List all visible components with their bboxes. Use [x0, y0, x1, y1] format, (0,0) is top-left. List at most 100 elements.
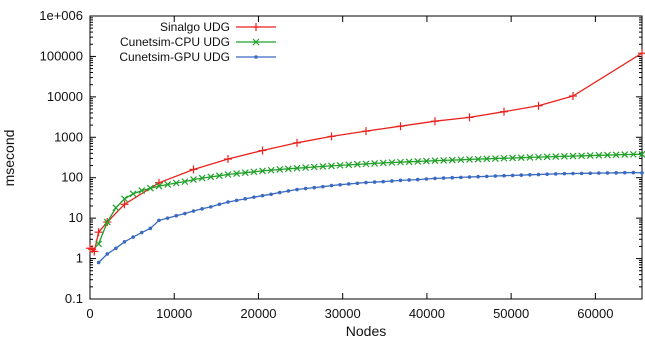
y-tick-label: 1000 — [54, 129, 83, 144]
data-point — [517, 154, 525, 162]
data-point — [491, 155, 499, 162]
data-point — [233, 170, 241, 177]
data-point — [208, 205, 213, 209]
data-point — [260, 193, 265, 198]
data-point — [276, 166, 284, 173]
data-point — [131, 235, 135, 239]
data-point — [509, 154, 517, 162]
data-point — [95, 240, 103, 248]
data-point — [139, 230, 144, 235]
data-point — [450, 175, 455, 180]
y-tick-label: 1 — [76, 251, 83, 266]
plot-frame — [89, 15, 643, 300]
data-point — [286, 189, 291, 193]
data-point — [535, 153, 542, 161]
data-point — [90, 247, 99, 256]
data-point — [569, 152, 577, 160]
data-point — [198, 174, 206, 182]
data-point — [321, 184, 325, 189]
y-tick-label: 10000 — [47, 89, 83, 104]
data-point — [390, 179, 394, 183]
data-point — [459, 175, 463, 180]
data-point — [422, 157, 430, 165]
data-point — [191, 209, 196, 213]
data-point — [441, 176, 446, 180]
data-point — [121, 195, 128, 203]
data-point — [362, 160, 370, 168]
data-point — [519, 173, 524, 177]
y-axis-title: msecond — [1, 130, 17, 187]
series-line — [98, 171, 643, 263]
y-tick-label: 0.1 — [65, 291, 83, 306]
x-tick-label: 50000 — [493, 306, 529, 321]
data-point — [353, 160, 361, 168]
data-point — [146, 184, 154, 192]
data-point — [407, 178, 411, 182]
data-point — [217, 202, 222, 207]
data-point — [631, 170, 636, 175]
data-point — [114, 246, 118, 251]
data-point — [224, 171, 232, 178]
data-point — [105, 252, 110, 256]
data-point — [629, 150, 637, 158]
data-point — [189, 165, 198, 174]
data-point — [277, 190, 282, 195]
y-tick-label: 1e+006 — [39, 8, 83, 23]
legend-swatch — [236, 23, 276, 31]
data-point — [528, 173, 532, 177]
x-tick-label: 20000 — [240, 306, 276, 321]
data-point — [165, 216, 170, 220]
tick-marks — [89, 15, 642, 300]
data-point — [355, 181, 360, 186]
data-point — [284, 165, 292, 173]
data-point — [414, 157, 422, 165]
data-point — [94, 228, 103, 237]
data-point — [381, 179, 386, 184]
data-point — [543, 153, 551, 161]
data-point — [597, 171, 601, 175]
data-point — [586, 152, 594, 159]
data-point — [303, 186, 308, 191]
x-tick-label: 60000 — [577, 306, 613, 321]
data-point — [120, 200, 129, 209]
data-point — [312, 185, 317, 190]
data-point — [534, 101, 543, 110]
data-point — [466, 156, 473, 163]
data-point — [371, 159, 379, 167]
x-tick-label: 0 — [86, 306, 93, 321]
data-point — [396, 122, 405, 131]
data-point — [397, 158, 404, 166]
data-point — [536, 172, 541, 177]
data-point — [424, 177, 429, 181]
data-point — [614, 171, 618, 175]
data-point — [526, 153, 534, 161]
data-point — [269, 192, 273, 197]
data-point — [362, 127, 370, 136]
legend-swatch — [236, 55, 276, 59]
data-point — [259, 167, 266, 175]
data-point — [258, 146, 267, 155]
x-tick-label: 40000 — [409, 306, 445, 321]
data-point — [621, 151, 629, 159]
data-point — [500, 154, 508, 162]
data-point — [250, 168, 258, 176]
data-point — [484, 174, 489, 179]
data-point — [562, 171, 567, 176]
data-point — [440, 156, 448, 164]
data-point — [183, 211, 187, 216]
data-point — [483, 155, 491, 163]
data-point — [405, 158, 413, 166]
data-point — [431, 157, 439, 165]
legend-marker — [254, 55, 258, 59]
data-point — [327, 132, 336, 141]
data-point — [502, 173, 506, 178]
x-axis-title: Nodes — [346, 323, 386, 339]
data-point — [612, 151, 620, 159]
data-point — [346, 182, 351, 186]
data-point — [474, 155, 482, 163]
data-point — [310, 163, 318, 171]
data-point — [545, 172, 549, 177]
x-tick-label: 30000 — [325, 306, 361, 321]
